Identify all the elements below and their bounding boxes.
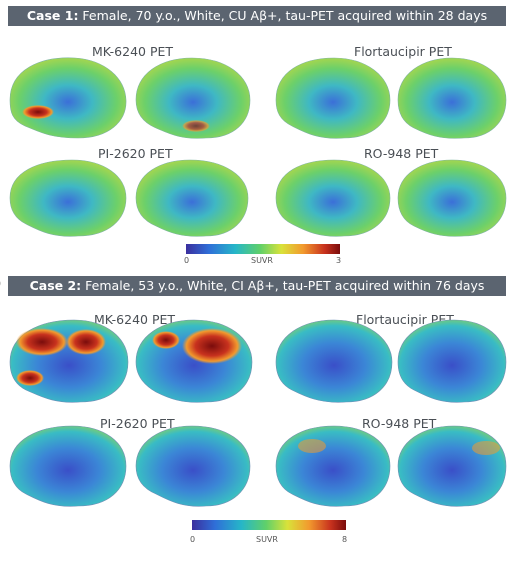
- case1-title-banner: Case 1: Female, 70 y.o., White, CU Aβ+, …: [8, 6, 506, 26]
- case1-pi2620-brain-left: [9, 159, 127, 237]
- case1-pi2620-brain-right: [135, 159, 249, 237]
- case1-title-bold: Case 1:: [26, 8, 79, 23]
- case1-mk6240-brain-right: [135, 57, 251, 139]
- case1-flortaucipir-brain-left: [275, 57, 391, 139]
- case2-colorbar-max: 8: [342, 535, 348, 544]
- case2-title-banner: Case 2: Female, 53 y.o., White, CI Aβ+, …: [8, 276, 506, 296]
- case2-ro948-brain-left: [275, 425, 391, 507]
- case1-label-flortaucipir: Flortaucipir PET: [354, 44, 452, 59]
- case2-mk6240-brain-left: [9, 319, 129, 403]
- case2-label-ro948: RO-948 PET: [362, 416, 437, 431]
- case1-label-pi2620: PI-2620 PET: [98, 146, 173, 161]
- case2-label-pi2620: PI-2620 PET: [100, 416, 175, 431]
- case2-mk6240-brain-right: [135, 319, 253, 403]
- case2-ro948-brain-right: [397, 425, 507, 507]
- case2-colorbar: [192, 520, 346, 530]
- case1-colorbar-label: SUVR: [251, 256, 273, 265]
- case2-colorbar-label: SUVR: [256, 535, 278, 544]
- case2-pi2620-brain-left: [9, 425, 127, 507]
- case1-colorbar-min: 0: [184, 256, 190, 265]
- case1-colorbar: [186, 244, 340, 254]
- case2-colorbar-min: 0: [190, 535, 196, 544]
- case2-title-rest: Female, 53 y.o., White, CI Aβ+, tau-PET …: [81, 278, 485, 293]
- case1-label-mk6240: MK-6240 PET: [92, 44, 174, 59]
- case2-title-bold: Case 2:: [29, 278, 82, 293]
- case2-pi2620-brain-right: [135, 425, 251, 507]
- case1-title-rest: Female, 70 y.o., White, CU Aβ+, tau-PET …: [78, 8, 488, 23]
- case2-flortaucipir-brain-right: [397, 319, 507, 403]
- case2-flortaucipir-brain-left: [275, 319, 393, 403]
- case2-label-mk6240: MK-6240 PET: [94, 312, 176, 327]
- case1-colorbar-max: 3: [336, 256, 342, 265]
- case1-flortaucipir-brain-right: [397, 57, 507, 139]
- panel-marker: ): [0, 276, 1, 292]
- case1-label-ro948: RO-948 PET: [364, 146, 439, 161]
- case1-mk6240-brain-left: [9, 57, 127, 139]
- case1-ro948-brain-right: [397, 159, 507, 237]
- case1-ro948-brain-left: [275, 159, 391, 237]
